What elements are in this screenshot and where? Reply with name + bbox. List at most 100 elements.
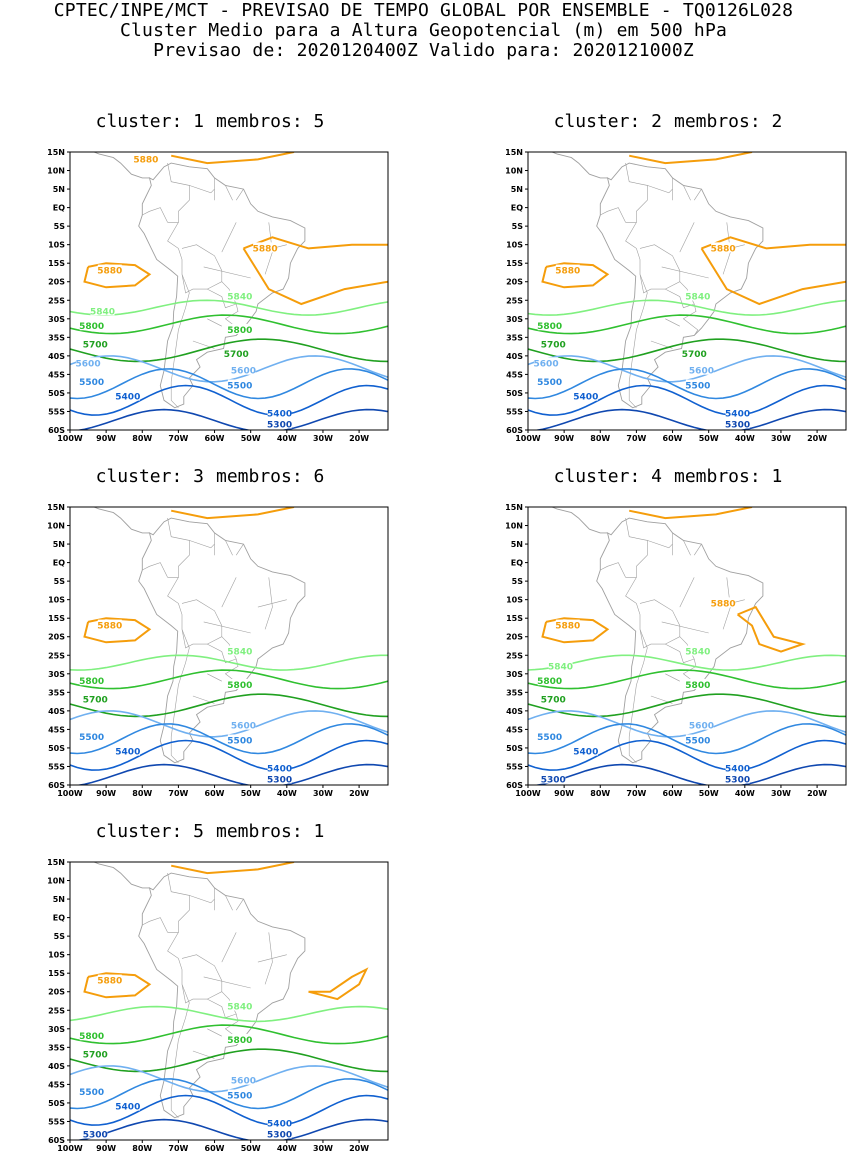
country-border <box>600 207 626 223</box>
lat-tick-label: 25S <box>48 651 65 660</box>
contour-5800 <box>70 669 388 690</box>
lat-tick-label: 60S <box>48 426 65 435</box>
cluster-number: cluster: 5 <box>95 821 204 842</box>
lat-tick-label: 15S <box>48 969 65 978</box>
country-border <box>257 599 287 608</box>
coastline <box>92 507 150 534</box>
lat-tick-label: 55S <box>48 762 65 771</box>
member-count: membros: 2 <box>674 111 783 132</box>
lat-tick-label: 15N <box>47 148 65 157</box>
lat-tick-label: 30S <box>48 670 65 679</box>
country-border <box>181 954 223 1004</box>
country-border <box>189 895 215 904</box>
country-border <box>203 976 251 989</box>
cluster-panel: cluster: 2 membros: 2 5880 5880 5840 5800 5700… <box>488 111 847 443</box>
country-border <box>264 577 273 630</box>
country-border <box>167 932 183 985</box>
contour-label: 5300 <box>267 420 292 430</box>
lat-tick-label: 5N <box>53 540 65 549</box>
plot-frame <box>69 151 389 431</box>
country-border <box>207 1028 222 1037</box>
lon-tick-label: 80W <box>132 434 152 443</box>
contour-label: 5400 <box>115 748 140 758</box>
lon-tick-label: 60W <box>663 434 683 443</box>
coastline <box>138 162 306 409</box>
country-border <box>682 303 699 336</box>
country-border <box>170 984 190 1119</box>
lat-tick-label: 25S <box>48 296 65 305</box>
contour-label: 5800 <box>537 322 562 332</box>
country-border <box>142 207 168 223</box>
contour-label: 5600 <box>689 722 714 732</box>
contour-label: 5880 <box>133 155 158 165</box>
lat-tick-label: 5N <box>53 185 65 194</box>
lon-tick-label: 90W <box>96 789 116 798</box>
lon-tick-label: 30W <box>313 1144 333 1153</box>
country-border <box>142 917 168 933</box>
lat-tick-label: 60S <box>48 781 65 790</box>
lat-tick-label: 5S <box>512 222 524 231</box>
country-border <box>639 599 681 649</box>
lat-tick-label: 25S <box>506 296 523 305</box>
lat-tick-label: 30S <box>506 670 523 679</box>
contour-label: 5880 <box>253 244 278 254</box>
lon-tick-label: 100W <box>515 434 541 443</box>
lon-tick-label: 60W <box>205 1144 225 1153</box>
lon-tick-label: 30W <box>771 434 791 443</box>
contour-label: 5600 <box>231 367 256 377</box>
header-line-2: Cluster Medio para a Altura Geopotencial… <box>119 20 728 41</box>
country-border <box>665 318 680 327</box>
lat-tick-label: 5N <box>53 895 65 904</box>
contour-label: 5600 <box>76 359 101 369</box>
contour-5700 <box>528 338 846 363</box>
contour-5840 <box>528 654 846 671</box>
panel-title: cluster: 1 membros: 5 <box>30 112 390 132</box>
contour-label: 5600 <box>689 367 714 377</box>
lat-tick-label: 60S <box>48 1136 65 1145</box>
contour-5880 <box>628 507 753 520</box>
geopotential-map: 5880 5880 5880 5840 5840 5800 5800 5700 5700 5600… <box>47 148 389 443</box>
contour-label: 5300 <box>725 775 750 785</box>
lon-tick-label: 40W <box>735 434 755 443</box>
lon-tick-label: 70W <box>626 789 646 798</box>
coastline <box>596 517 764 764</box>
contour-5400 <box>528 739 846 771</box>
contour-label: 5500 <box>79 733 104 743</box>
lon-tick-label: 70W <box>168 1144 188 1153</box>
country-border <box>235 188 244 201</box>
contour-label: 5700 <box>224 350 249 360</box>
lon-tick-label: 20W <box>349 434 369 443</box>
lon-tick-label: 70W <box>168 434 188 443</box>
country-border <box>225 540 233 556</box>
contour-label: 5400 <box>115 393 140 403</box>
lat-tick-label: 60S <box>506 426 523 435</box>
lat-tick-label: 55S <box>506 762 523 771</box>
lon-tick-label: 50W <box>241 789 261 798</box>
lat-tick-label: 15S <box>506 259 523 268</box>
lat-tick-label: 15N <box>47 503 65 512</box>
contour-label: 5500 <box>79 378 104 388</box>
lat-tick-label: 15N <box>47 858 65 867</box>
contour-5880 <box>243 236 388 250</box>
lat-tick-label: 35S <box>48 688 65 697</box>
lon-tick-label: 100W <box>515 789 541 798</box>
header-line-3: Previsao de: 2020120400Z Valido para: 20… <box>153 40 694 61</box>
contour-label: 5500 <box>685 737 710 747</box>
country-border <box>628 274 648 409</box>
lon-tick-label: 80W <box>132 1144 152 1153</box>
contour-label: 5840 <box>227 1003 252 1013</box>
lon-tick-label: 30W <box>313 789 333 798</box>
contour-5880 <box>170 862 295 875</box>
contour-5700 <box>70 693 388 718</box>
lat-tick-label: 15N <box>505 503 523 512</box>
contour-label: 5800 <box>685 681 710 691</box>
contour-label: 5840 <box>227 293 252 303</box>
cluster-panel: cluster: 5 membros: 1 5880 5840 5800 5800 5700… <box>30 821 390 1153</box>
contour-label: 5880 <box>711 599 736 609</box>
contour-5300 <box>533 763 846 785</box>
cluster-panel: cluster: 4 membros: 1 5880 5880 5840 5840 5800… <box>488 467 847 798</box>
country-border <box>167 577 183 630</box>
geopotential-map: 5880 5880 5840 5800 5700 5700 5600 5600 5500 5500… <box>505 148 847 443</box>
lat-tick-label: 15N <box>505 148 523 157</box>
country-border <box>628 629 648 764</box>
